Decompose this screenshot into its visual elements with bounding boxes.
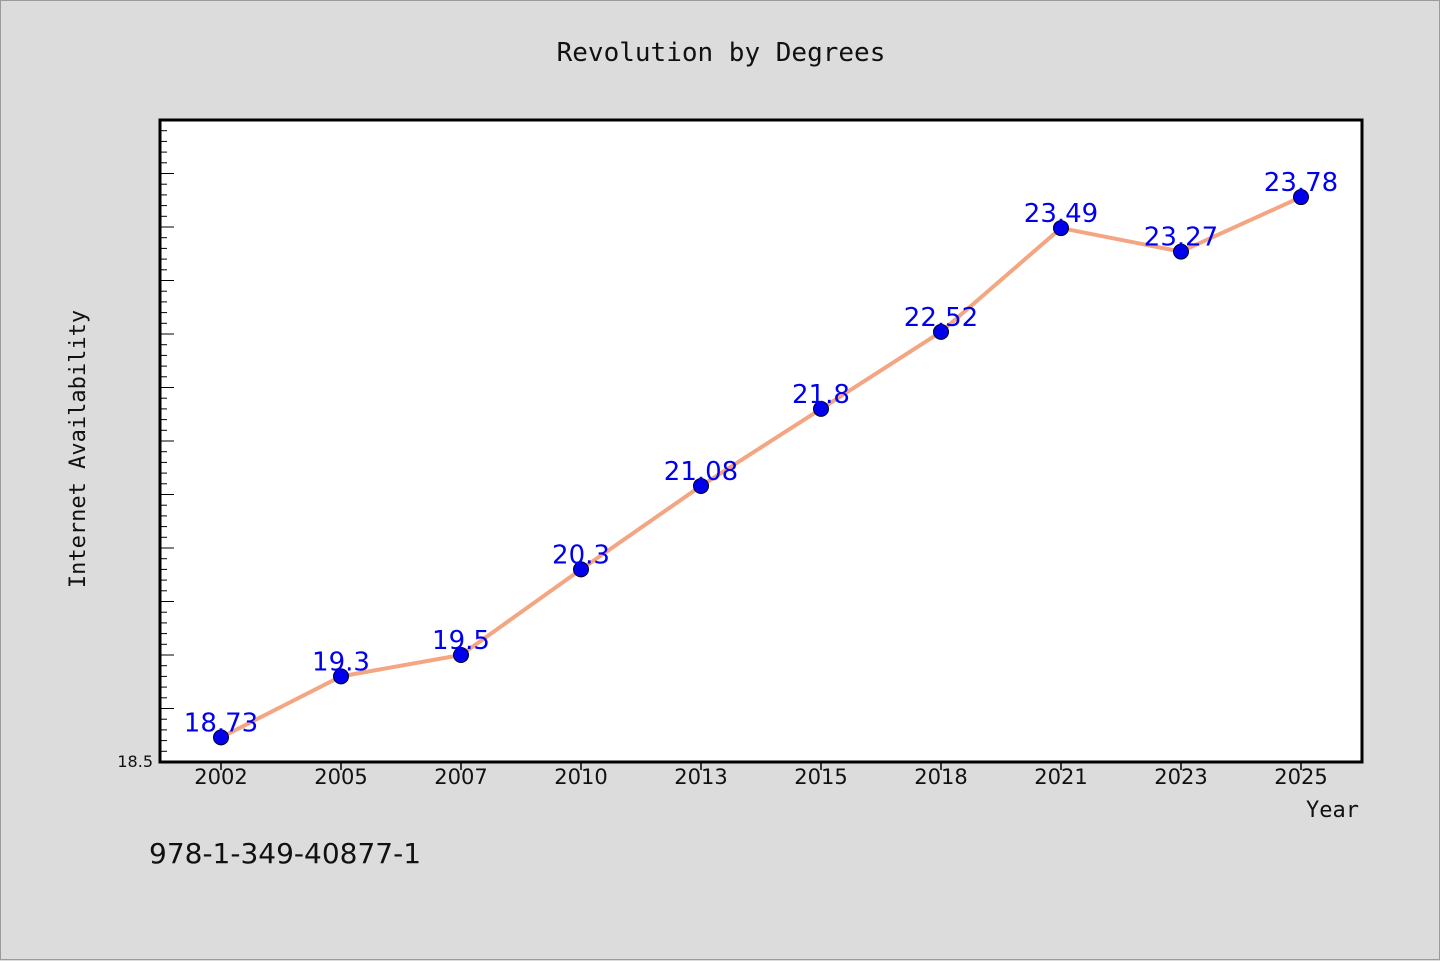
x-tick-label: 2018 xyxy=(914,765,967,789)
y-tick-label: 18.5 xyxy=(117,752,153,771)
x-axis-ticks: 2002 2005 2007 2010 2013 2015 2018 2021 2023 2025 xyxy=(194,762,1328,789)
data-point xyxy=(213,729,229,746)
x-tick-label: 2023 xyxy=(1154,765,1207,789)
data-label: 18.73 xyxy=(184,708,258,738)
x-tick-label: 2005 xyxy=(314,765,367,789)
plot-border xyxy=(158,118,1364,764)
data-label: 19.3 xyxy=(312,647,370,677)
series-line xyxy=(220,195,1302,740)
x-tick-label: 2025 xyxy=(1274,765,1327,789)
isbn-footnote: 978-1-349-40877-1 xyxy=(149,837,421,870)
x-tick-label: 2021 xyxy=(1034,765,1087,789)
data-label: 21.08 xyxy=(664,457,738,487)
data-point xyxy=(333,668,349,685)
data-point xyxy=(813,400,829,417)
chart-title: Revolution by Degrees xyxy=(557,38,886,68)
data-point xyxy=(933,323,949,340)
data-label: 23.49 xyxy=(1024,199,1098,229)
data-point xyxy=(1293,189,1309,206)
data-point xyxy=(1173,243,1189,260)
data-point xyxy=(573,561,589,578)
data-label: 21.8 xyxy=(792,380,850,410)
x-tick-label: 2002 xyxy=(194,765,247,789)
plot-area xyxy=(160,120,1362,762)
data-label: 23.78 xyxy=(1264,168,1338,198)
data-label: 22.52 xyxy=(904,303,978,333)
data-labels: 18.73 19.3 19.5 20.3 21.08 21.8 22.52 23.49 23.2… xyxy=(184,168,1338,738)
x-axis-label: Year xyxy=(1306,798,1359,823)
y-axis-label: Internet Availability xyxy=(66,310,91,588)
x-tick-label: 2013 xyxy=(674,765,727,789)
data-point xyxy=(453,647,469,663)
data-label: 20.3 xyxy=(552,540,610,570)
x-tick-label: 2007 xyxy=(434,765,487,789)
x-tick-label: 2015 xyxy=(794,765,847,789)
data-markers xyxy=(213,189,1309,746)
data-point xyxy=(693,477,709,494)
data-point xyxy=(1053,220,1069,237)
data-label: 19.5 xyxy=(432,626,490,656)
data-label: 23.27 xyxy=(1144,223,1218,253)
x-tick-label: 2010 xyxy=(554,765,607,789)
